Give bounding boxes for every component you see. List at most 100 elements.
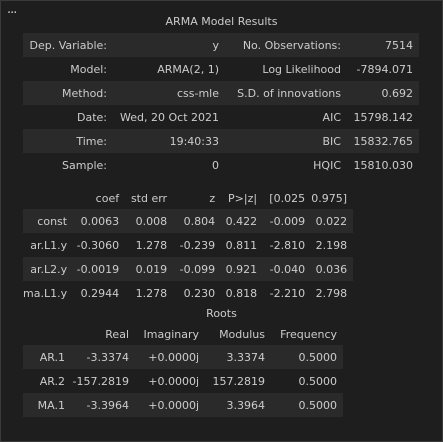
row-label: ma.L1.y bbox=[23, 286, 68, 300]
table-cell: +0.0000j bbox=[135, 345, 205, 369]
table-cell: 0.422 bbox=[221, 209, 264, 233]
table-cell: 0.0063 bbox=[73, 209, 126, 233]
table-row: MA.1 -3.3964 +0.0000j 3.3964 0.5000 bbox=[23, 393, 343, 417]
table-row: AR.1 -3.3374 +0.0000j 3.3374 0.5000 bbox=[23, 345, 343, 369]
roots-title: Roots bbox=[206, 307, 237, 320]
table-cell: 1.278 bbox=[135, 238, 168, 252]
table-cell: 0.5000 bbox=[271, 345, 343, 369]
summary-value: 0 bbox=[212, 158, 219, 172]
summary-table: Dep. Variable: y No. Observations: 7514 … bbox=[23, 33, 419, 177]
table-cell: 157.2819 bbox=[212, 374, 266, 388]
table-cell: -3.3374 bbox=[71, 345, 135, 369]
table-cell: 0.5000 bbox=[271, 393, 343, 417]
summary-label: No. Observations: bbox=[225, 33, 347, 57]
summary-label: Time: bbox=[23, 129, 113, 153]
summary-label: Method: bbox=[23, 81, 113, 105]
table-header-row: Real Imaginary Modulus Frequency bbox=[23, 323, 343, 345]
summary-value: 15832.765 bbox=[347, 129, 419, 153]
column-header-blank bbox=[23, 323, 71, 345]
row-label: const bbox=[23, 209, 74, 233]
table-row: ma.L1.y 0.2944 1.278 0.230 0.818 -2.210 … bbox=[23, 281, 353, 305]
row-label: AR.2 bbox=[39, 374, 65, 388]
summary-label: Date: bbox=[77, 110, 107, 124]
table-cell: 0.2944 bbox=[80, 286, 120, 300]
summary-value: 7514 bbox=[347, 33, 419, 57]
more-horizontal-icon[interactable]: ··· bbox=[7, 6, 17, 21]
summary-label: AIC bbox=[322, 110, 341, 124]
table-row: AR.2 -157.2819 +0.0000j 157.2819 0.5000 bbox=[23, 369, 343, 393]
table-cell: -3.3964 bbox=[71, 393, 135, 417]
table-row: ar.L2.y -0.0019 0.019 -0.099 0.921 -0.04… bbox=[23, 257, 354, 281]
table-cell: 0.804 bbox=[173, 209, 222, 233]
coefficients-table: coef std err z P>|z| [0.025 0.975] const… bbox=[23, 187, 354, 305]
table-cell: -0.239 bbox=[179, 238, 216, 252]
table-cell: 0.921 bbox=[221, 257, 264, 281]
table-cell: -157.2819 bbox=[72, 374, 129, 388]
row-label: ar.L1.y bbox=[30, 238, 68, 252]
summary-value: 15810.030 bbox=[353, 158, 414, 172]
table-cell: 0.811 bbox=[225, 238, 258, 252]
column-header: Real bbox=[105, 327, 129, 341]
table-cell: +0.0000j bbox=[135, 393, 205, 417]
summary-value: -7894.071 bbox=[356, 62, 413, 76]
table-row: Time: 19:40:33 BIC 15832.765 bbox=[23, 129, 419, 153]
table-title: ARMA Model Results bbox=[165, 15, 278, 28]
table-row: ar.L1.y -0.3060 1.278 -0.239 0.811 -2.81… bbox=[23, 233, 353, 257]
column-header: coef bbox=[95, 191, 120, 205]
summary-value: Wed, 20 Oct 2021 bbox=[120, 110, 219, 124]
table-cell: -2.810 bbox=[269, 238, 306, 252]
table-cell: 0.230 bbox=[183, 286, 216, 300]
column-header: std err bbox=[130, 191, 168, 205]
summary-value: css-mle bbox=[113, 81, 225, 105]
summary-label: Sample: bbox=[62, 158, 107, 172]
column-header: z bbox=[209, 191, 216, 205]
table-cell: -0.099 bbox=[173, 257, 222, 281]
table-cell: 1.278 bbox=[135, 286, 168, 300]
column-header: [0.025 bbox=[269, 191, 306, 205]
table-row: Sample: 0 HQIC 15810.030 bbox=[23, 153, 419, 177]
summary-label: Log Likelihood bbox=[262, 62, 341, 76]
table-cell: 2.798 bbox=[315, 286, 348, 300]
table-cell: 0.036 bbox=[311, 257, 354, 281]
roots-table: Real Imaginary Modulus Frequency AR.1 -3… bbox=[23, 323, 343, 417]
summary-value: y bbox=[113, 33, 225, 57]
table-cell: 2.198 bbox=[315, 238, 348, 252]
column-header: P>|z| bbox=[228, 191, 258, 205]
table-row: Model: ARMA(2, 1) Log Likelihood -7894.0… bbox=[23, 57, 419, 81]
summary-value: 15798.142 bbox=[353, 110, 414, 124]
table-cell: 0.5000 bbox=[298, 374, 338, 388]
column-header: 0.975] bbox=[311, 191, 348, 205]
summary-label: S.D. of innovations bbox=[225, 81, 347, 105]
row-label: ar.L2.y bbox=[23, 257, 74, 281]
column-header: Frequency bbox=[280, 327, 337, 341]
summary-label: Model: bbox=[70, 62, 107, 76]
table-cell: 3.3374 bbox=[205, 345, 271, 369]
table-cell: -0.0019 bbox=[73, 257, 126, 281]
table-cell: 0.019 bbox=[125, 257, 174, 281]
column-header: Imaginary bbox=[143, 327, 199, 341]
table-cell: -0.009 bbox=[263, 209, 312, 233]
table-row: Dep. Variable: y No. Observations: 7514 bbox=[23, 33, 419, 57]
column-header-blank bbox=[23, 187, 73, 209]
table-row: Method: css-mle S.D. of innovations 0.69… bbox=[23, 81, 419, 105]
table-cell: +0.0000j bbox=[148, 374, 199, 388]
row-label: MA.1 bbox=[23, 393, 71, 417]
column-header: Modulus bbox=[219, 327, 265, 341]
table-row: const 0.0063 0.008 0.804 0.422 -0.009 0.… bbox=[23, 209, 354, 233]
table-cell: -0.040 bbox=[263, 257, 312, 281]
table-cell: 0.008 bbox=[125, 209, 174, 233]
table-cell: 0.818 bbox=[225, 286, 258, 300]
summary-value: ARMA(2, 1) bbox=[157, 62, 219, 76]
table-header-row: coef std err z P>|z| [0.025 0.975] bbox=[23, 187, 353, 209]
table-cell: -0.3060 bbox=[76, 238, 120, 252]
table-cell: 0.022 bbox=[311, 209, 354, 233]
table-cell: 3.3964 bbox=[205, 393, 271, 417]
table-row: Date: Wed, 20 Oct 2021 AIC 15798.142 bbox=[23, 105, 419, 129]
summary-value: 19:40:33 bbox=[113, 129, 225, 153]
summary-value: 0.692 bbox=[347, 81, 419, 105]
summary-label: HQIC bbox=[313, 158, 341, 172]
summary-label: Dep. Variable: bbox=[23, 33, 113, 57]
row-label: AR.1 bbox=[23, 345, 71, 369]
table-cell: -2.210 bbox=[269, 286, 306, 300]
